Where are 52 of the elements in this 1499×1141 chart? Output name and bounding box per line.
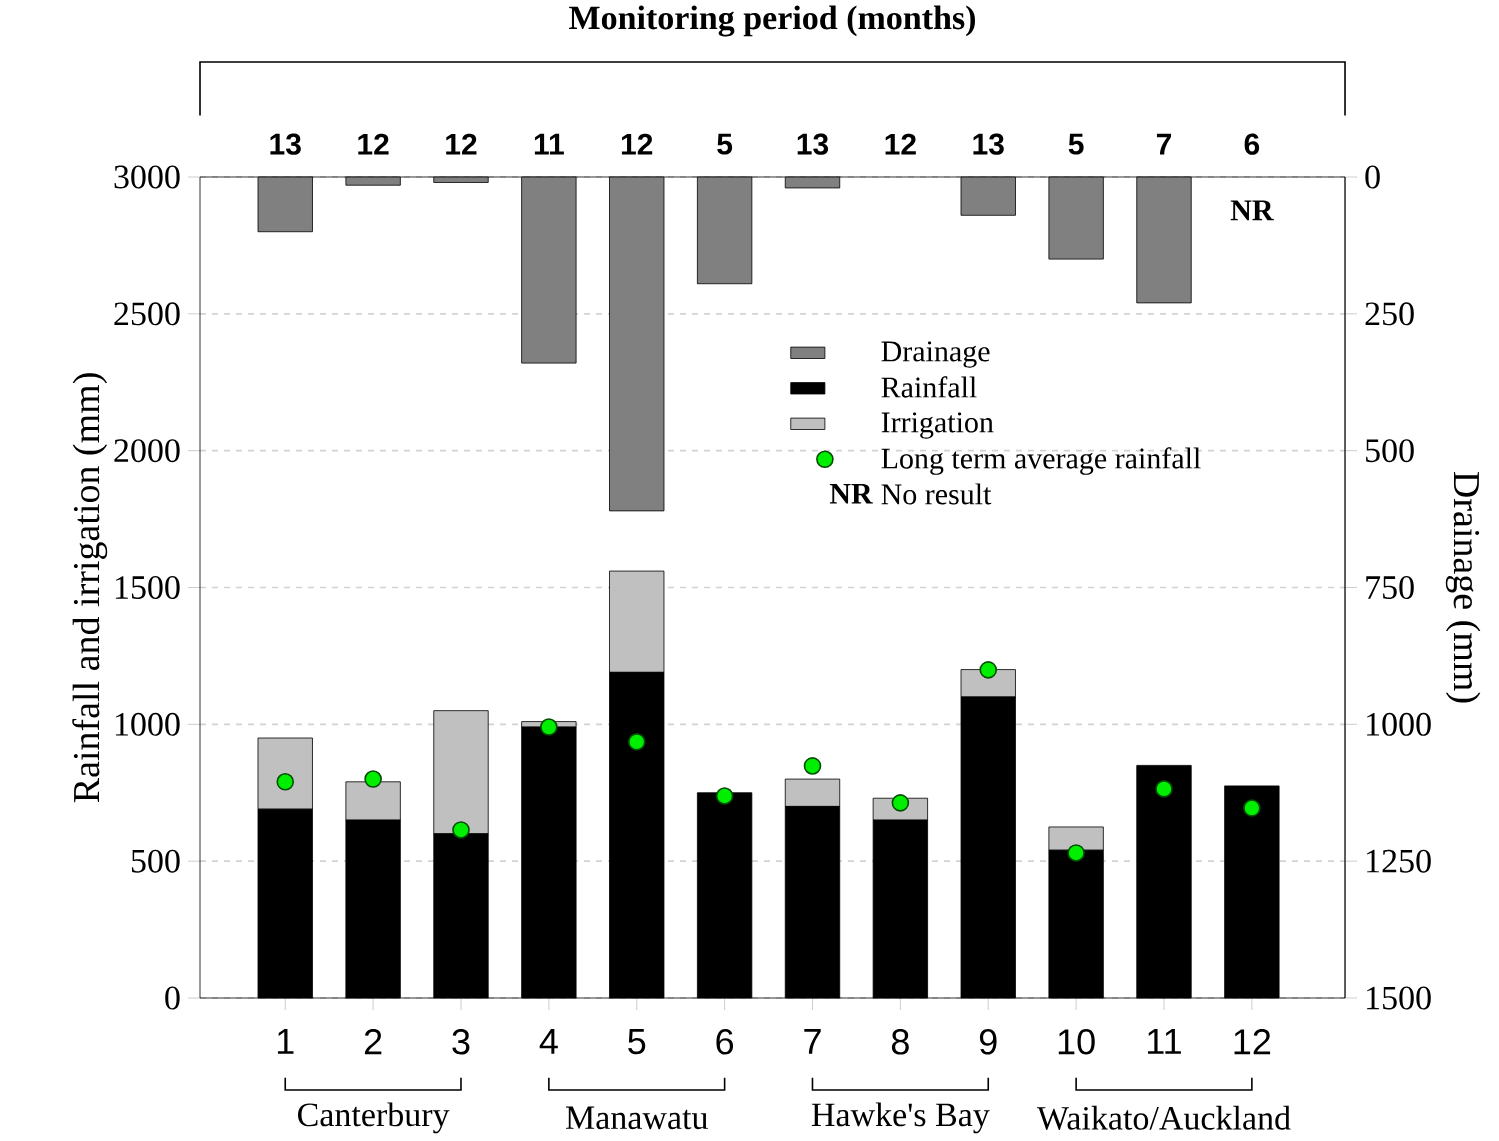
x2-axis-title: Monitoring period (months) (569, 5, 975, 37)
text: 12 (446, 133, 477, 155)
y-tick-label: 500 (131, 849, 180, 873)
text: 11 (534, 133, 564, 155)
x-tick-label: 8 (891, 1029, 909, 1055)
annotation: NR (829, 483, 873, 504)
y-tick-label: 1000 (115, 712, 180, 736)
annotation: No result (881, 483, 992, 505)
x-tick-label: 1 (277, 1029, 294, 1054)
x-tick-label: 11 (1148, 1029, 1181, 1054)
y-axis-title: Rainfall and irrigation (mm) (72, 373, 108, 803)
text: Canterbury (298, 1102, 450, 1134)
y-tick-label: 2000 (114, 439, 180, 463)
x-tick-label: 7 (804, 1029, 821, 1054)
legend-label: Long term average rainfall (881, 447, 1201, 475)
text: 5 (1068, 133, 1084, 155)
y2-tick-label: 1500 (1367, 986, 1431, 1010)
text: Hawke's Bay (811, 1102, 990, 1134)
text: 12 (358, 133, 389, 155)
legend-label: Irrigation (881, 412, 994, 439)
x-tick-label: 4 (539, 1029, 558, 1054)
annotation: NR (1230, 200, 1274, 221)
legend-label: Drainage (881, 341, 990, 368)
text: Manawatu (565, 1106, 708, 1130)
text: 12 (621, 133, 653, 155)
x-tick-label: 12 (1234, 1029, 1271, 1055)
text: 6 (1244, 133, 1260, 155)
y-tick-label: 0 (165, 986, 180, 1010)
y-tick-label: 2500 (114, 302, 180, 326)
y2-tick-label: 1250 (1367, 849, 1431, 873)
text: 12 (885, 133, 916, 155)
y2-tick-label: 0 (1365, 165, 1380, 189)
text: 5 (717, 133, 733, 155)
text: 13 (973, 133, 1004, 155)
y-tick-label: 1500 (115, 576, 180, 599)
x-tick-label: 10 (1058, 1029, 1095, 1055)
x-tick-label: 2 (364, 1029, 382, 1055)
x-tick-label: 3 (452, 1029, 470, 1055)
y2-axis-title: Drainage (mm) (1445, 472, 1481, 703)
y2-tick-label: 750 (1366, 576, 1414, 599)
y2-tick-label: 500 (1366, 439, 1414, 463)
text: 13 (797, 133, 829, 155)
text: 7 (1156, 133, 1172, 155)
x-tick-label: 9 (979, 1029, 997, 1055)
text: 13 (270, 133, 301, 155)
x-tick-label: 5 (628, 1029, 646, 1055)
text: Waikato/Auckland (1036, 1105, 1291, 1130)
legend-label: Rainfall (881, 376, 977, 398)
y2-tick-label: 250 (1365, 302, 1414, 326)
x-tick-label: 6 (716, 1029, 734, 1055)
y2-tick-label: 1000 (1367, 712, 1431, 736)
y-tick-label: 3000 (114, 165, 180, 189)
